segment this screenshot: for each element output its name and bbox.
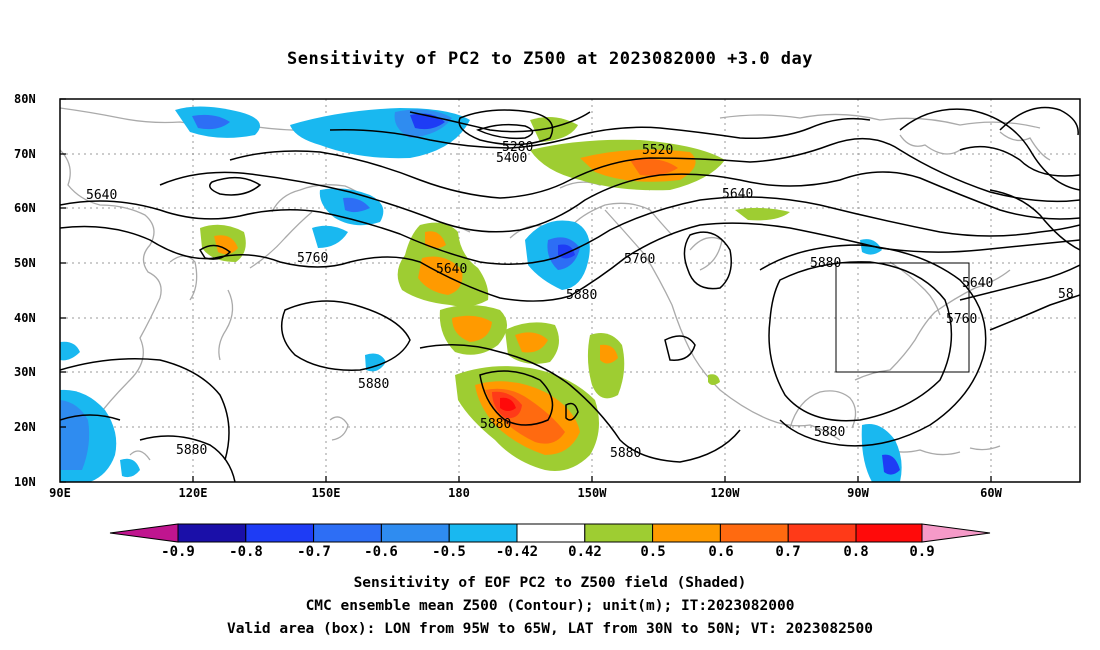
contour-label: 5760 xyxy=(297,251,328,266)
contour-label: 5880 xyxy=(814,425,845,440)
contour-label: 5880 xyxy=(176,443,207,458)
lon-label: 120E xyxy=(178,486,208,500)
lon-label: 60W xyxy=(980,486,1002,500)
contour-label: 58 xyxy=(1058,287,1074,302)
contour-label: 5280 xyxy=(502,140,533,155)
contour-label: 5640 xyxy=(962,276,993,291)
lat-label: 10N xyxy=(14,475,36,489)
colorbar-label: 0.8 xyxy=(843,544,869,560)
contour-label: 5640 xyxy=(86,188,117,203)
colorbar-label: 0.42 xyxy=(568,544,602,560)
lat-label: 30N xyxy=(14,365,36,379)
colorbar-label: -0.9 xyxy=(161,544,195,560)
colorbar-swatch xyxy=(380,523,450,543)
contour-label: 5880 xyxy=(610,446,641,461)
contour-label: 5880 xyxy=(810,256,841,271)
contour-labels: 5280 5400 5520 5640 5640 5640 5760 5760 … xyxy=(86,140,1074,461)
colorbar-swatch xyxy=(855,523,923,543)
lat-label: 20N xyxy=(14,420,36,434)
colorbar-label: -0.5 xyxy=(432,544,466,560)
colorbar-swatch xyxy=(109,523,179,543)
colorbar-label: 0.9 xyxy=(909,544,935,560)
colorbar-label: 0.7 xyxy=(775,544,801,560)
colorbar-label: -0.42 xyxy=(495,544,539,560)
colorbar-swatch xyxy=(245,523,315,543)
colorbar-label: 0.6 xyxy=(708,544,734,560)
contour-label: 5520 xyxy=(642,143,673,158)
lon-label: 150E xyxy=(311,486,341,500)
lon-label: 90W xyxy=(847,486,869,500)
lat-label: 50N xyxy=(14,256,36,270)
z500-contours xyxy=(60,106,1080,482)
colorbar-swatch xyxy=(921,523,991,543)
lat-label: 80N xyxy=(14,92,36,106)
caption-line-3: Valid area (box): LON from 95W to 65W, L… xyxy=(226,621,873,637)
caption-line-2: CMC ensemble mean Z500 (Contour); unit(m… xyxy=(305,598,795,614)
lat-label: 70N xyxy=(14,147,36,161)
lon-label: 150W xyxy=(577,486,607,500)
contour-label: 5400 xyxy=(496,151,527,166)
colorbar-label: 0.5 xyxy=(640,544,666,560)
lon-label: 90E xyxy=(49,486,71,500)
colorbar-label: -0.6 xyxy=(364,544,398,560)
contour-label: 5760 xyxy=(946,312,977,327)
contour-label: 5880 xyxy=(566,288,597,303)
colorbar-swatch xyxy=(584,523,654,543)
colorbar-swatch xyxy=(719,523,789,543)
colorbar-swatch xyxy=(177,523,247,543)
valid-area-box xyxy=(835,262,970,373)
contour-label: 5880 xyxy=(480,417,511,432)
colorbar-swatch xyxy=(787,523,857,543)
colorbar-swatch xyxy=(652,523,721,543)
caption-line-1: Sensitivity of EOF PC2 to Z500 field (Sh… xyxy=(353,575,747,591)
lon-label: 120W xyxy=(710,486,740,500)
contour-label: 5640 xyxy=(722,187,753,202)
colorbar-swatch xyxy=(313,523,382,543)
lon-label: 180 xyxy=(448,486,470,500)
contour-label: 5760 xyxy=(624,252,655,267)
colorbar-label: -0.7 xyxy=(297,544,331,560)
contour-label: 5880 xyxy=(358,377,389,392)
colorbar-swatch xyxy=(516,523,586,543)
plot-frame xyxy=(59,98,1081,483)
colorbar-label: -0.8 xyxy=(229,544,263,560)
colorbar-swatch xyxy=(448,523,518,543)
lat-label: 40N xyxy=(14,311,36,325)
tick-marks xyxy=(60,98,992,483)
lat-label: 60N xyxy=(14,201,36,215)
contour-label: 5640 xyxy=(436,262,467,277)
shaded-positive-regions xyxy=(200,116,790,471)
colorbar xyxy=(109,523,991,543)
map-title: Sensitivity of PC2 to Z500 at 2023082000… xyxy=(286,49,813,69)
